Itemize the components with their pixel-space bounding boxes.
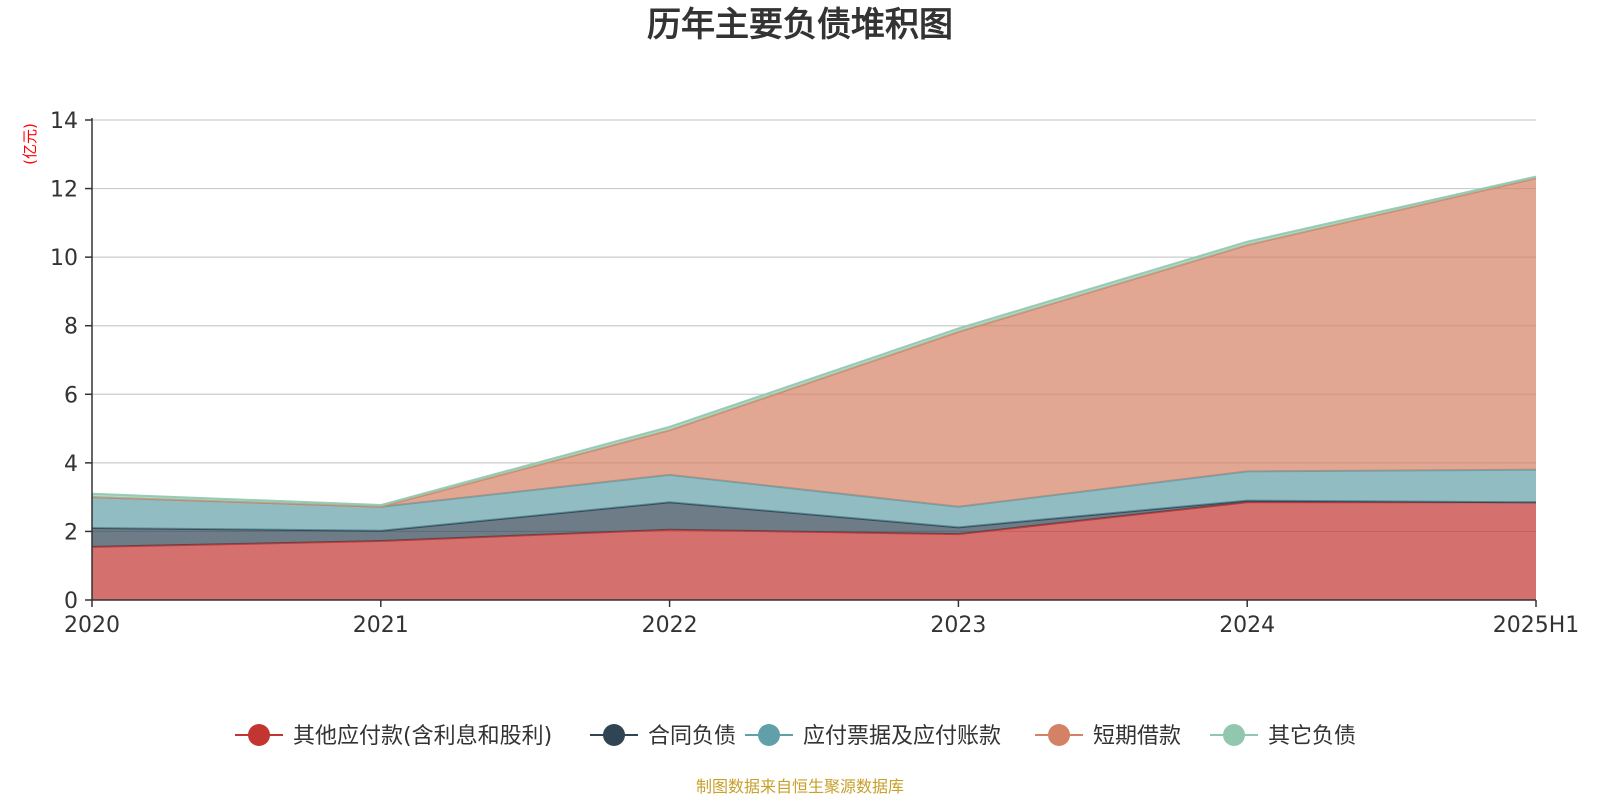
y-tick-label: 0 <box>64 589 78 614</box>
legend-label: 合同负债 <box>648 724 736 749</box>
legend-marker <box>758 724 780 746</box>
x-axis-ticks: 2020 2021 2022 2023 2024 2025H1 <box>64 600 1579 638</box>
chart-title: 历年主要负债堆积图 <box>647 5 953 45</box>
legend-marker <box>603 724 625 746</box>
legend-label: 短期借款 <box>1093 724 1181 749</box>
y-tick-label: 10 <box>50 246 78 271</box>
legend-item-3[interactable]: 短期借款 <box>1035 724 1181 749</box>
axes <box>91 118 1536 601</box>
legend-item-2[interactable]: 应付票据及应付账款 <box>745 724 1001 749</box>
x-tick-label: 2023 <box>930 613 986 638</box>
y-tick-label: 6 <box>64 383 78 408</box>
legend-item-4[interactable]: 其它负债 <box>1210 724 1356 749</box>
data-source-note: 制图数据来自恒生聚源数据库 <box>696 777 904 796</box>
area-series-1[interactable] <box>92 500 1536 547</box>
area-series-line-4 <box>91 175 1537 507</box>
area-series-2[interactable] <box>92 469 1536 531</box>
y-tick-label: 2 <box>64 520 78 545</box>
legend-marker <box>248 724 270 746</box>
area-series-group <box>91 175 1537 600</box>
area-series-0[interactable] <box>92 502 1536 600</box>
legend-label: 其它负债 <box>1268 724 1356 749</box>
legend-item-1[interactable]: 合同负债 <box>590 724 736 749</box>
y-tick-label: 8 <box>64 315 78 340</box>
legend-label: 其他应付款(含利息和股利) <box>293 724 552 749</box>
legend-marker <box>1048 724 1070 746</box>
x-tick-label: 2021 <box>353 613 409 638</box>
y-tick-label: 4 <box>64 452 78 477</box>
legend-label: 应付票据及应付账款 <box>803 724 1001 749</box>
x-tick-label: 2020 <box>64 613 120 638</box>
y-tick-label: 14 <box>50 109 78 134</box>
area-series-line-3 <box>91 177 1537 508</box>
x-tick-label: 2025H1 <box>1493 613 1580 638</box>
legend[interactable]: 其他应付款(含利息和股利) 合同负债 应付票据及应付账款 短期借款 其它负债 <box>235 724 1356 749</box>
y-axis-unit-label: (亿元) <box>21 123 39 165</box>
legend-item-0[interactable]: 其他应付款(含利息和股利) <box>235 724 552 749</box>
x-tick-label: 2024 <box>1219 613 1275 638</box>
y-tick-label: 12 <box>50 178 78 203</box>
area-series-3[interactable] <box>92 178 1536 507</box>
legend-marker <box>1223 724 1245 746</box>
x-tick-label: 2022 <box>642 613 698 638</box>
y-axis-ticks: 0 2 4 6 8 10 12 14 <box>50 109 92 614</box>
